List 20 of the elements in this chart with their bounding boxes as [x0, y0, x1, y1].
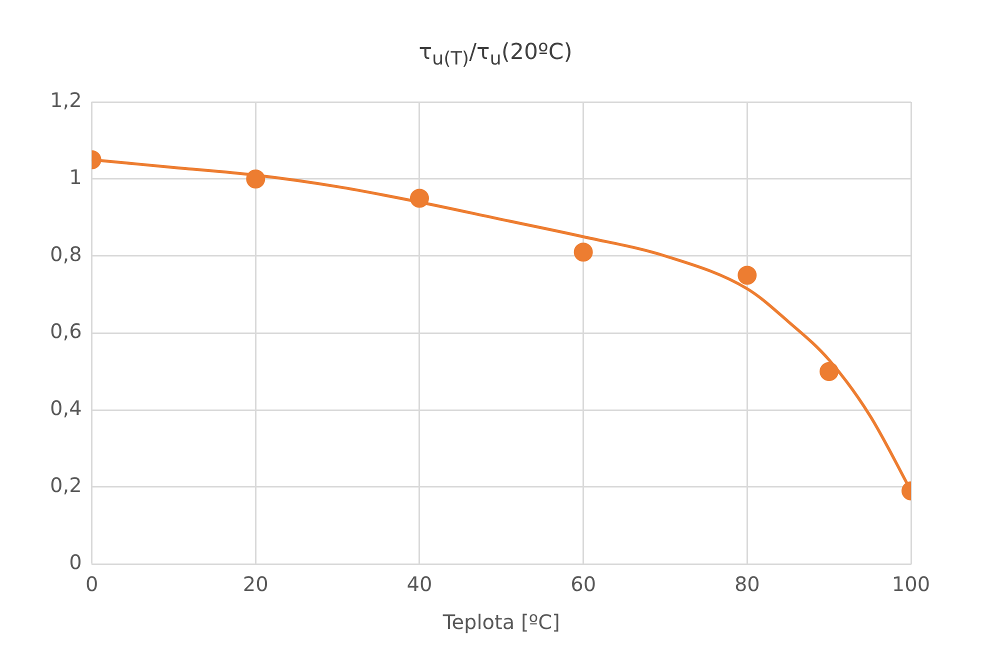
y-tick-label: 1: [69, 165, 82, 190]
y-tick-label: 0,8: [50, 242, 82, 266]
x-tick-label: 40: [406, 572, 432, 596]
y-tick-label: 0,4: [50, 396, 82, 420]
y-tick-label: 0,2: [50, 473, 82, 498]
point: [738, 266, 757, 285]
x-tick-label: 100: [892, 572, 930, 596]
y-tick-label: 1,2: [50, 88, 82, 112]
x-tick-label: 0: [85, 572, 98, 596]
point: [820, 362, 839, 381]
y-tick-label: 0: [69, 550, 82, 574]
point: [574, 242, 593, 262]
x-tick-label: 80: [734, 572, 760, 596]
x-axis-title: Teplota [ºC]: [442, 610, 560, 634]
point: [410, 188, 429, 208]
point: [246, 170, 266, 188]
chart-title: τ$_{u(T)}$/τ$_{u}$(20ºC): [418, 40, 574, 70]
x-tick-label: 20: [242, 572, 268, 596]
y-tick-label: 0,6: [50, 319, 82, 344]
x-tick-label: 60: [570, 572, 596, 596]
